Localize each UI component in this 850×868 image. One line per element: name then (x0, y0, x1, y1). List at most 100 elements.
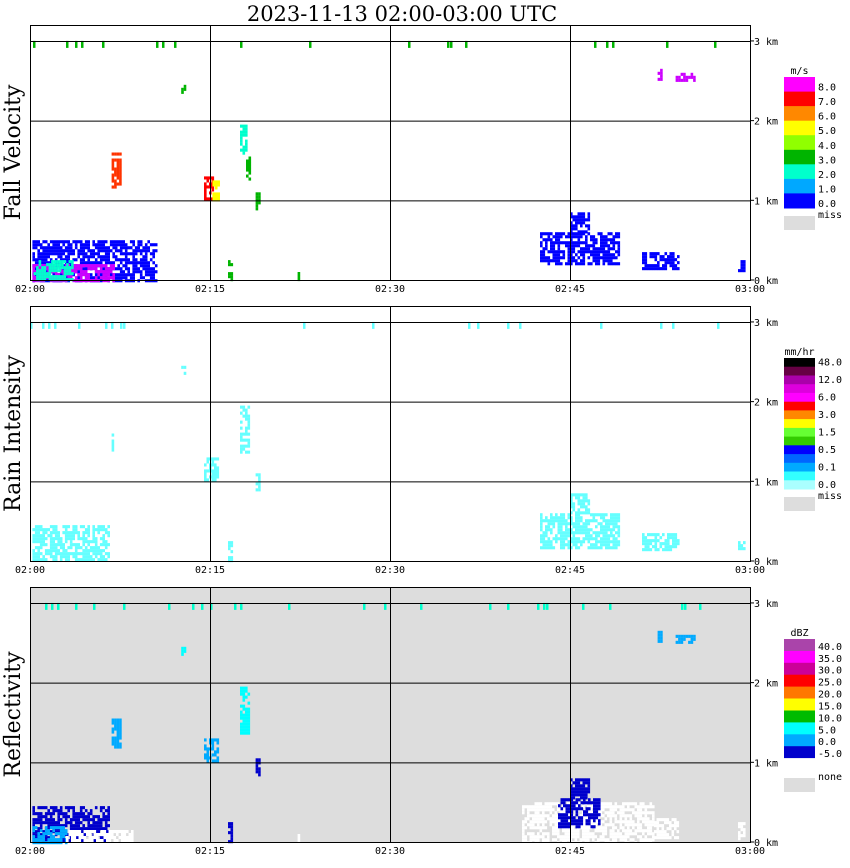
echo-cell (617, 525, 621, 529)
echo-cell (37, 812, 40, 816)
echo-cell (122, 246, 125, 250)
echo-cell (615, 519, 618, 523)
echo-cell (62, 258, 65, 262)
echo-cell (37, 838, 40, 842)
echo-cell (104, 252, 108, 256)
echo-cell (44, 836, 48, 840)
echo-cell (134, 261, 138, 265)
echo-cell (149, 276, 153, 280)
echo-cell (590, 528, 593, 532)
echo-cell (604, 823, 608, 827)
echo-cell (572, 525, 576, 529)
echo-cell (642, 811, 645, 815)
echo-cell (39, 534, 43, 538)
echo-cell (68, 260, 72, 264)
echo-cell (78, 830, 82, 834)
echo-cell (127, 246, 130, 250)
plot-frame (30, 306, 751, 562)
echo-cell (67, 246, 70, 250)
echo-cell (570, 516, 573, 520)
echo-cell (66, 40, 69, 48)
echo-cell (183, 365, 187, 369)
echo-cell (654, 836, 657, 840)
echo-cell (612, 546, 616, 550)
echo-cell (585, 496, 588, 500)
echo-cell (67, 537, 70, 541)
echo-cell (577, 787, 581, 791)
echo-cell (137, 270, 140, 274)
echo-cell (206, 753, 210, 757)
echo-cell (297, 272, 301, 276)
echo-cell (94, 806, 98, 810)
echo-cell (74, 276, 78, 280)
echo-cell (147, 261, 150, 265)
echo-cell (99, 827, 103, 831)
echo-cell (54, 832, 58, 836)
echo-cell (104, 531, 108, 535)
echo-cell (109, 261, 113, 265)
echo-cell (540, 534, 543, 538)
echo-cell (585, 230, 588, 234)
echo-cell (87, 552, 90, 556)
echo-region (111, 433, 115, 452)
echo-cell (132, 243, 135, 247)
echo-cell (107, 824, 110, 828)
echo-cell (600, 238, 603, 242)
echo-cell (44, 258, 48, 262)
echo-cell (575, 244, 578, 248)
echo-cell (567, 835, 570, 839)
echo-cell (598, 819, 601, 823)
echo-cell (609, 829, 613, 833)
echo-cell (607, 262, 611, 266)
echo-cell (102, 549, 105, 553)
echo-cell (62, 543, 65, 547)
echo-cell (595, 813, 599, 817)
echo-cell (545, 241, 548, 245)
echo-cell (132, 252, 135, 256)
echo-cell (247, 450, 251, 454)
echo-cell (639, 808, 643, 812)
echo-cell (42, 240, 45, 244)
colorbar-swatch (784, 178, 815, 194)
echo-cell (99, 809, 103, 813)
colorbar-swatch (784, 120, 815, 136)
echo-cell (647, 832, 650, 836)
echo-cell (116, 164, 120, 168)
echo-cell (97, 824, 100, 828)
echo-cell (619, 814, 623, 818)
echo-cell (550, 543, 553, 547)
echo-cell (104, 258, 108, 262)
echo-cell (617, 829, 620, 833)
echo-cell (563, 801, 566, 805)
echo-cell (642, 542, 645, 546)
echo-cell (46, 275, 49, 279)
echo-cell (297, 834, 301, 838)
colorbar-label: 48.0 (818, 358, 842, 369)
echo-cell (245, 417, 248, 421)
echo-cell (64, 555, 68, 559)
echo-cell (660, 630, 663, 634)
echo-cell (564, 829, 568, 833)
echo-cell (532, 805, 535, 809)
echo-cell (577, 784, 581, 788)
echo-cell (664, 545, 668, 549)
echo-cell (588, 807, 591, 811)
echo-cell (77, 273, 80, 277)
echo-cell (622, 835, 625, 839)
echo-cell (552, 838, 555, 842)
echo-cell (149, 267, 153, 271)
echo-cell (642, 548, 645, 552)
echo-cell (602, 238, 606, 242)
echo-cell (579, 826, 583, 830)
colorbar-swatch (784, 91, 815, 107)
echo-cell (667, 255, 670, 259)
colorbar-label: 12.0 (818, 375, 842, 386)
echo-cell (570, 816, 574, 820)
echo-cell (527, 817, 530, 821)
echo-cell (582, 256, 586, 260)
echo-cell (662, 548, 665, 552)
echo-cell (114, 273, 118, 277)
echo-cell (602, 540, 606, 544)
echo-cell (32, 267, 35, 271)
echo-cell (149, 258, 153, 262)
